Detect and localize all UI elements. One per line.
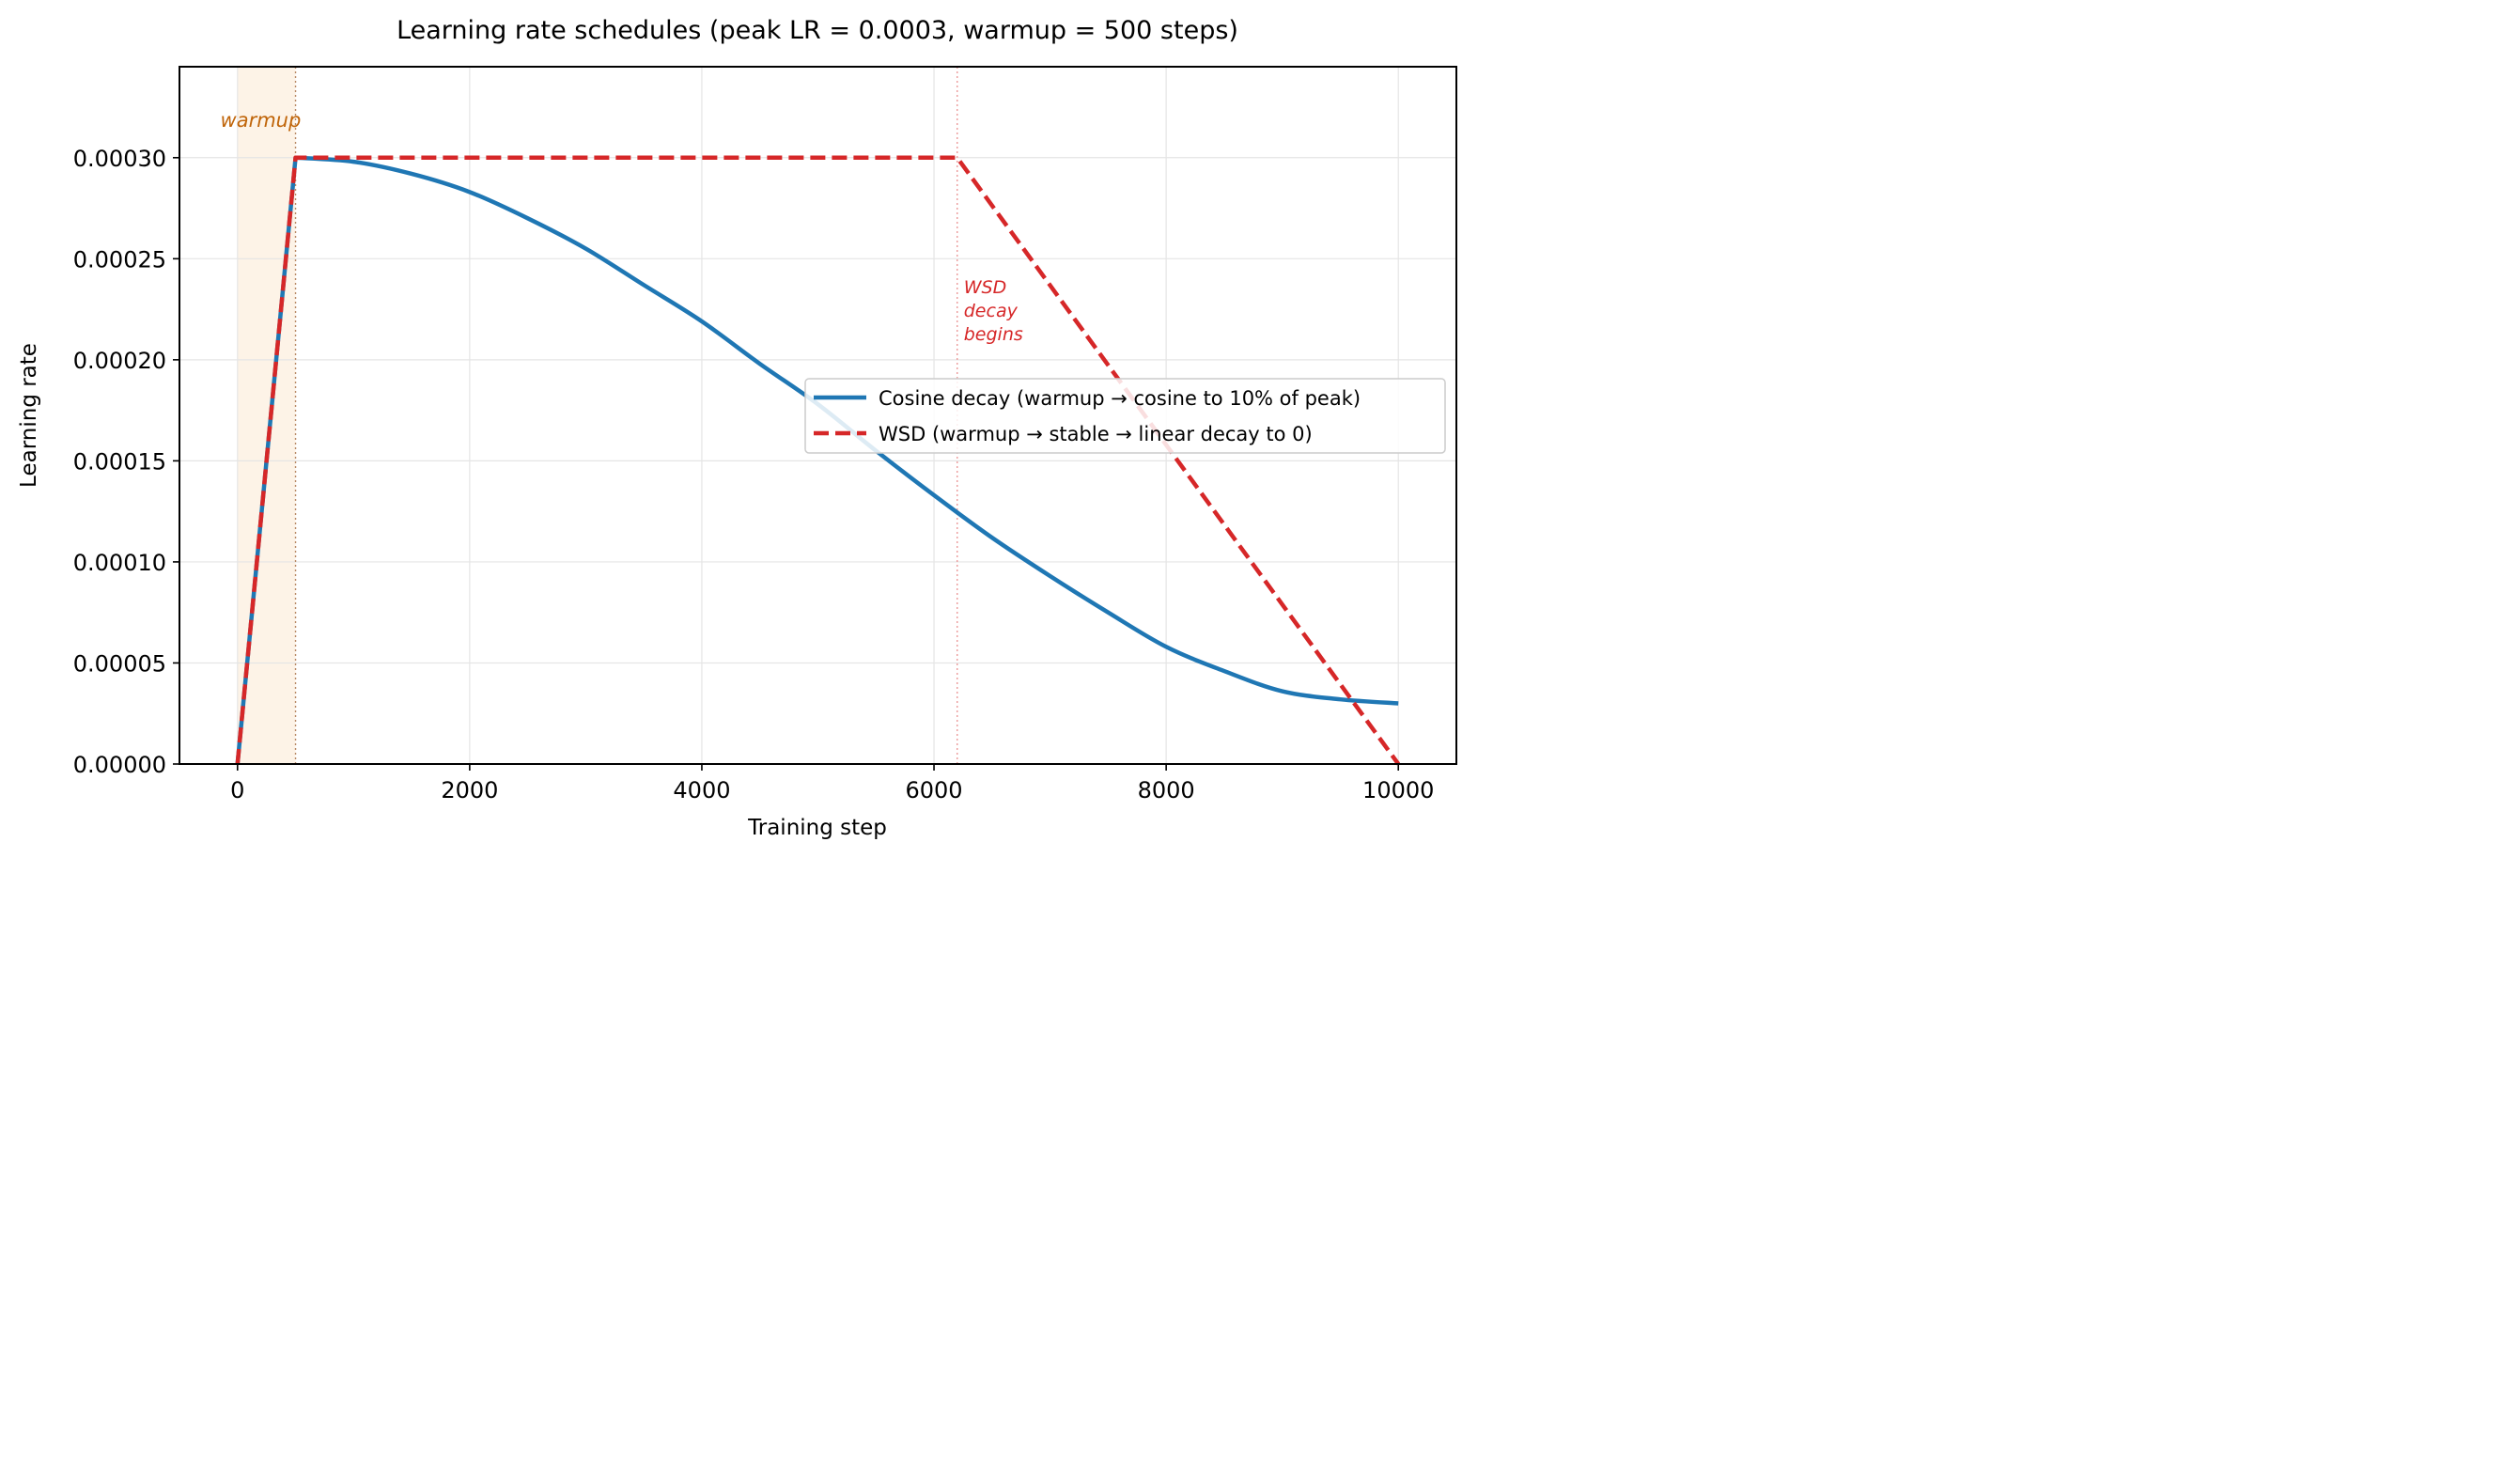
wsd-decay-annotation-line: begins	[964, 324, 1023, 345]
plot-frame	[179, 66, 1457, 765]
wsd-decay-annotation: WSD decay begins	[964, 277, 1023, 345]
legend-label: WSD (warmup → stable → linear decay to 0…	[879, 423, 1313, 445]
legend: Cosine decay (warmup → cosine to 10% of …	[804, 378, 1446, 454]
legend-box	[804, 378, 1446, 454]
wsd-decay-annotation-line: WSD	[964, 277, 1006, 298]
learning-rate-chart: Learning rate schedules (peak LR = 0.000…	[17, 16, 1457, 840]
x-axis-ticks: 0 2000 4000 6000 8000 10000	[230, 764, 1434, 803]
y-axis-ticks: 0.00000 0.00005 0.00010 0.00015 0.00020 0.000…	[73, 146, 179, 778]
x-axis-label: Training step	[747, 816, 887, 840]
x-tick-label: 8000	[1138, 777, 1195, 803]
wsd-decay-annotation-line: decay	[964, 301, 1019, 321]
y-tick-label: 0.00005	[73, 650, 166, 677]
warmup-annotation: warmup	[221, 109, 302, 132]
chart-title: Learning rate schedules (peak LR = 0.000…	[397, 16, 1238, 45]
plot-area	[179, 66, 1457, 766]
y-tick-label: 0.00020	[73, 348, 166, 374]
x-tick-label: 4000	[673, 777, 730, 803]
y-tick-label: 0.00000	[73, 752, 166, 778]
y-axis-label: Learning rate	[17, 343, 41, 488]
y-tick-label: 0.00030	[73, 146, 166, 172]
y-tick-label: 0.00025	[73, 246, 166, 273]
y-tick-label: 0.00010	[73, 550, 166, 576]
x-tick-label: 6000	[906, 777, 963, 803]
x-tick-label: 2000	[441, 777, 498, 803]
x-tick-label: 10000	[1362, 777, 1434, 803]
x-tick-label: 0	[230, 777, 244, 803]
series-line-wsd	[235, 155, 1401, 766]
chart-container: Learning rate schedules (peak LR = 0.000…	[0, 0, 1473, 857]
legend-label: Cosine decay (warmup → cosine to 10% of …	[879, 387, 1361, 410]
y-tick-label: 0.00015	[73, 448, 166, 475]
